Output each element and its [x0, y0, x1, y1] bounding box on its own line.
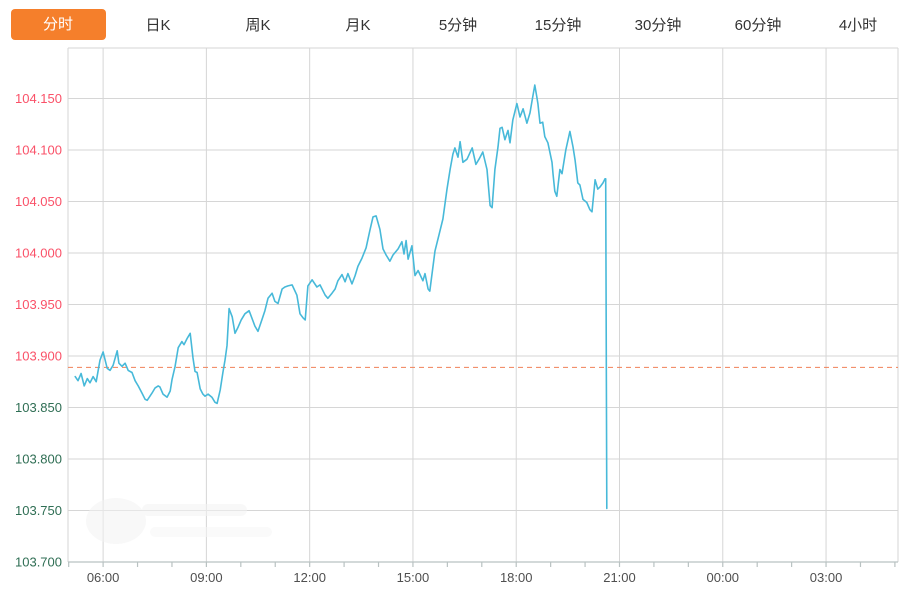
- x-tick-label: 18:00: [500, 570, 533, 585]
- watermark: [86, 498, 272, 544]
- tab-label-5min: 5分钟: [438, 16, 478, 34]
- x-tick-label: 21:00: [603, 570, 636, 585]
- tab-30min[interactable]: 30分钟: [608, 0, 708, 48]
- tab-label-daily-k: 日K: [145, 16, 171, 34]
- y-tick-label: 104.050: [15, 194, 62, 209]
- tab-label-weekly-k: 周K: [245, 16, 271, 34]
- tab-intraday[interactable]: 分时: [8, 0, 108, 48]
- x-tick-label: 06:00: [87, 570, 120, 585]
- tab-label-30min: 30分钟: [634, 16, 682, 34]
- watermark-shape: [86, 498, 146, 544]
- y-tick-label: 103.750: [15, 503, 62, 518]
- tab-5min[interactable]: 5分钟: [408, 0, 508, 48]
- y-tick-label: 103.700: [15, 555, 62, 570]
- y-tick-label: 104.150: [15, 91, 62, 106]
- x-tick-label: 00:00: [707, 570, 740, 585]
- interval-tabbar: 分时 日K 周K 月K 5分钟 15分钟 30分钟 60分钟 4小时: [0, 0, 914, 48]
- x-axis-labels: 06:00 09:00 12:00 15:00 18:00 21:00 00:00 03:00: [87, 570, 842, 585]
- tab-4hour[interactable]: 4小时: [808, 0, 908, 48]
- x-tick-label: 03:00: [810, 570, 843, 585]
- x-tick-label: 09:00: [190, 570, 223, 585]
- x-axis: [68, 561, 898, 567]
- y-axis-labels: 104.150 104.100 104.050 104.000 103.950 103.9…: [15, 91, 62, 570]
- tab-label-60min: 60分钟: [734, 16, 782, 34]
- y-tick-label: 104.100: [15, 142, 62, 157]
- y-tick-label: 103.900: [15, 348, 62, 363]
- x-tick-label: 15:00: [397, 570, 430, 585]
- grid: [68, 48, 898, 563]
- x-tick-label: 12:00: [293, 570, 326, 585]
- tab-label-4hour: 4小时: [838, 16, 878, 34]
- y-tick-label: 103.950: [15, 297, 62, 312]
- y-tick-label: 103.850: [15, 400, 62, 415]
- y-tick-label: 103.800: [15, 451, 62, 466]
- watermark-shape: [142, 504, 247, 516]
- tab-monthly-k[interactable]: 月K: [308, 0, 408, 48]
- plot-border: [67, 47, 899, 562]
- price-line: [74, 84, 608, 510]
- watermark-shape: [150, 527, 272, 537]
- y-tick-label: 104.000: [15, 245, 62, 260]
- tab-label-monthly-k: 月K: [345, 16, 371, 34]
- tab-label-15min: 15分钟: [534, 16, 582, 34]
- tab-label-intraday: 分时: [10, 8, 106, 40]
- tab-weekly-k[interactable]: 周K: [208, 0, 308, 48]
- tab-daily-k[interactable]: 日K: [108, 0, 208, 48]
- tab-60min[interactable]: 60分钟: [708, 0, 808, 48]
- tab-15min[interactable]: 15分钟: [508, 0, 608, 48]
